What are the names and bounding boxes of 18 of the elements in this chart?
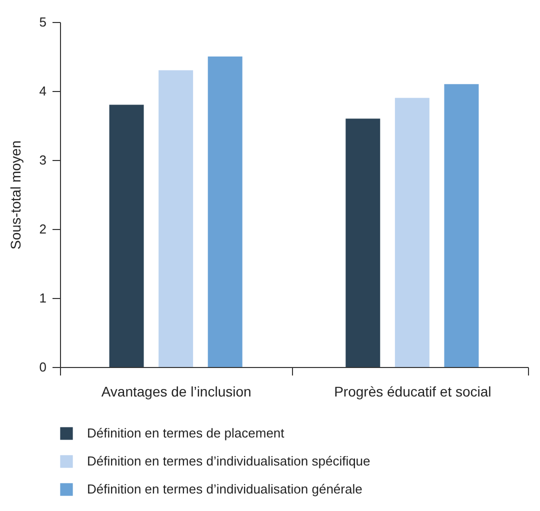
x-tick-label: Progrès éducatif et social bbox=[334, 384, 492, 400]
y-tick-label: 4 bbox=[39, 84, 46, 98]
bar bbox=[394, 98, 430, 367]
bar bbox=[208, 56, 242, 367]
bar bbox=[444, 84, 479, 367]
legend-label: Définition en termes d’individualisation spécifique bbox=[87, 454, 370, 468]
bar bbox=[109, 104, 144, 367]
legend-label: Définition en termes de placement bbox=[87, 426, 285, 440]
y-tick-label: 2 bbox=[39, 222, 46, 236]
y-tick-label: 3 bbox=[39, 152, 46, 168]
y-tick-label: 5 bbox=[39, 14, 46, 30]
y-tick-label: 1 bbox=[39, 290, 46, 306]
y-tick-label: 0 bbox=[39, 360, 46, 374]
y-axis-title: Sous-total moyen bbox=[7, 140, 24, 250]
x-tick-label: Avantages de l’inclusion bbox=[101, 384, 252, 400]
bar bbox=[346, 118, 380, 367]
bar bbox=[158, 70, 194, 367]
legend-label: Définition en termes d’individualisation générale bbox=[87, 482, 362, 496]
